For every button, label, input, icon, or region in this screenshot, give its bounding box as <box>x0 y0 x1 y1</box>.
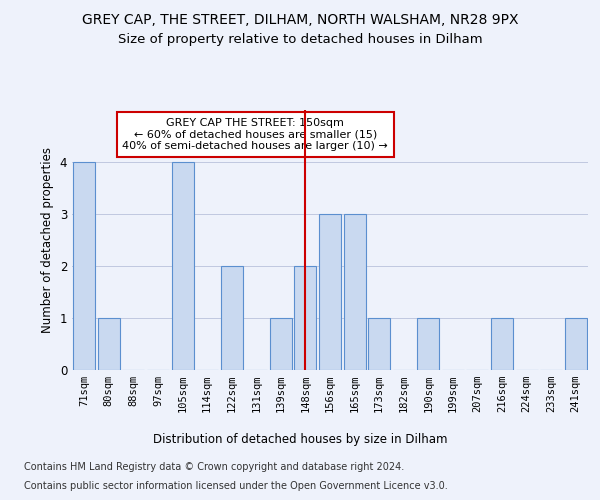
Bar <box>98 318 120 370</box>
Text: Size of property relative to detached houses in Dilham: Size of property relative to detached ho… <box>118 32 482 46</box>
Text: Distribution of detached houses by size in Dilham: Distribution of detached houses by size … <box>153 432 447 446</box>
Bar <box>73 162 95 370</box>
Text: Contains public sector information licensed under the Open Government Licence v3: Contains public sector information licen… <box>24 481 448 491</box>
Bar <box>172 162 194 370</box>
Text: Contains HM Land Registry data © Crown copyright and database right 2024.: Contains HM Land Registry data © Crown c… <box>24 462 404 472</box>
Bar <box>368 318 390 370</box>
Y-axis label: Number of detached properties: Number of detached properties <box>41 147 54 333</box>
Bar <box>270 318 292 370</box>
Text: GREY CAP THE STREET: 150sqm
← 60% of detached houses are smaller (15)
40% of sem: GREY CAP THE STREET: 150sqm ← 60% of det… <box>122 118 388 151</box>
Bar <box>344 214 365 370</box>
Bar <box>295 266 316 370</box>
Bar <box>491 318 513 370</box>
Bar <box>221 266 243 370</box>
Bar <box>565 318 587 370</box>
Bar <box>319 214 341 370</box>
Text: GREY CAP, THE STREET, DILHAM, NORTH WALSHAM, NR28 9PX: GREY CAP, THE STREET, DILHAM, NORTH WALS… <box>82 12 518 26</box>
Bar <box>417 318 439 370</box>
